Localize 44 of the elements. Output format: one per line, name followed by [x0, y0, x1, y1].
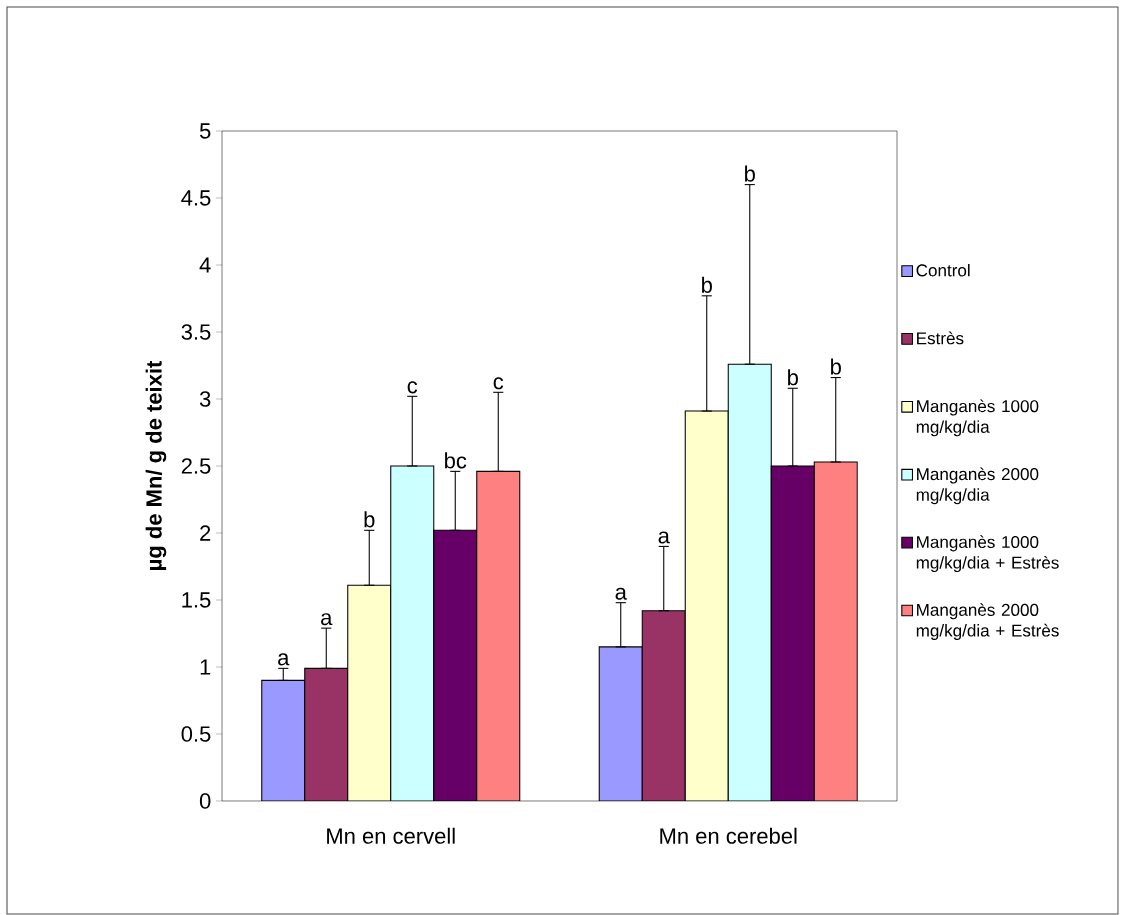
bar: [433, 529, 478, 801]
annotation: b: [745, 165, 755, 182]
annotation: c: [407, 381, 418, 394]
y-tick-label: 1.5: [182, 592, 211, 608]
y-tick-label: 3.5: [181, 324, 211, 340]
annotation: b: [788, 369, 798, 386]
x-tick-label: Mn en cerebel: [660, 827, 797, 844]
annotation: b: [364, 511, 375, 528]
legend-label: Manganès 1000 mg/kg/dia + Estrès: [916, 535, 1059, 573]
bar: [813, 461, 858, 801]
annotation: b: [831, 358, 841, 375]
bar: [304, 667, 349, 801]
legend-label: Manganès 2000 mg/kg/dia + Estrès: [916, 603, 1059, 640]
bar: [727, 363, 772, 801]
annotation: b: [702, 276, 712, 293]
y-tick-label: 2: [200, 525, 211, 541]
legend-label: Control: [916, 263, 970, 277]
annotation: a: [615, 587, 627, 600]
bar: [347, 584, 392, 801]
y-tick-label: 4: [199, 257, 211, 273]
annotation: a: [658, 531, 670, 544]
y-tick-label: 4.5: [181, 190, 211, 206]
y-tick-label: 2.5: [181, 458, 211, 474]
y-tick-label: 0: [199, 793, 211, 809]
bar: [476, 470, 521, 801]
bar: [390, 465, 435, 801]
bar: [684, 410, 729, 801]
y-axis-title: µg de Mn/ g de teixit: [145, 360, 167, 570]
y-tick-label: 3: [199, 391, 211, 407]
bar: [770, 465, 815, 801]
legend-label: Manganès 2000 mg/kg/dia: [916, 467, 1039, 505]
annotation: a: [321, 613, 333, 626]
y-tick-label: 1: [200, 659, 211, 675]
x-tick-label: Mn en cervell: [327, 827, 455, 844]
bar: [261, 679, 306, 801]
annotation: c: [493, 377, 504, 390]
y-tick-label: 5: [199, 123, 211, 139]
legend-label: Manganès 1000 mg/kg/dia: [916, 399, 1039, 437]
bar: [598, 646, 643, 801]
annotation: a: [278, 653, 290, 666]
annotation: bc: [445, 452, 467, 469]
y-tick-label: 0.5: [181, 726, 211, 742]
legend-label: Estrès: [917, 331, 964, 345]
bar: [641, 610, 686, 801]
